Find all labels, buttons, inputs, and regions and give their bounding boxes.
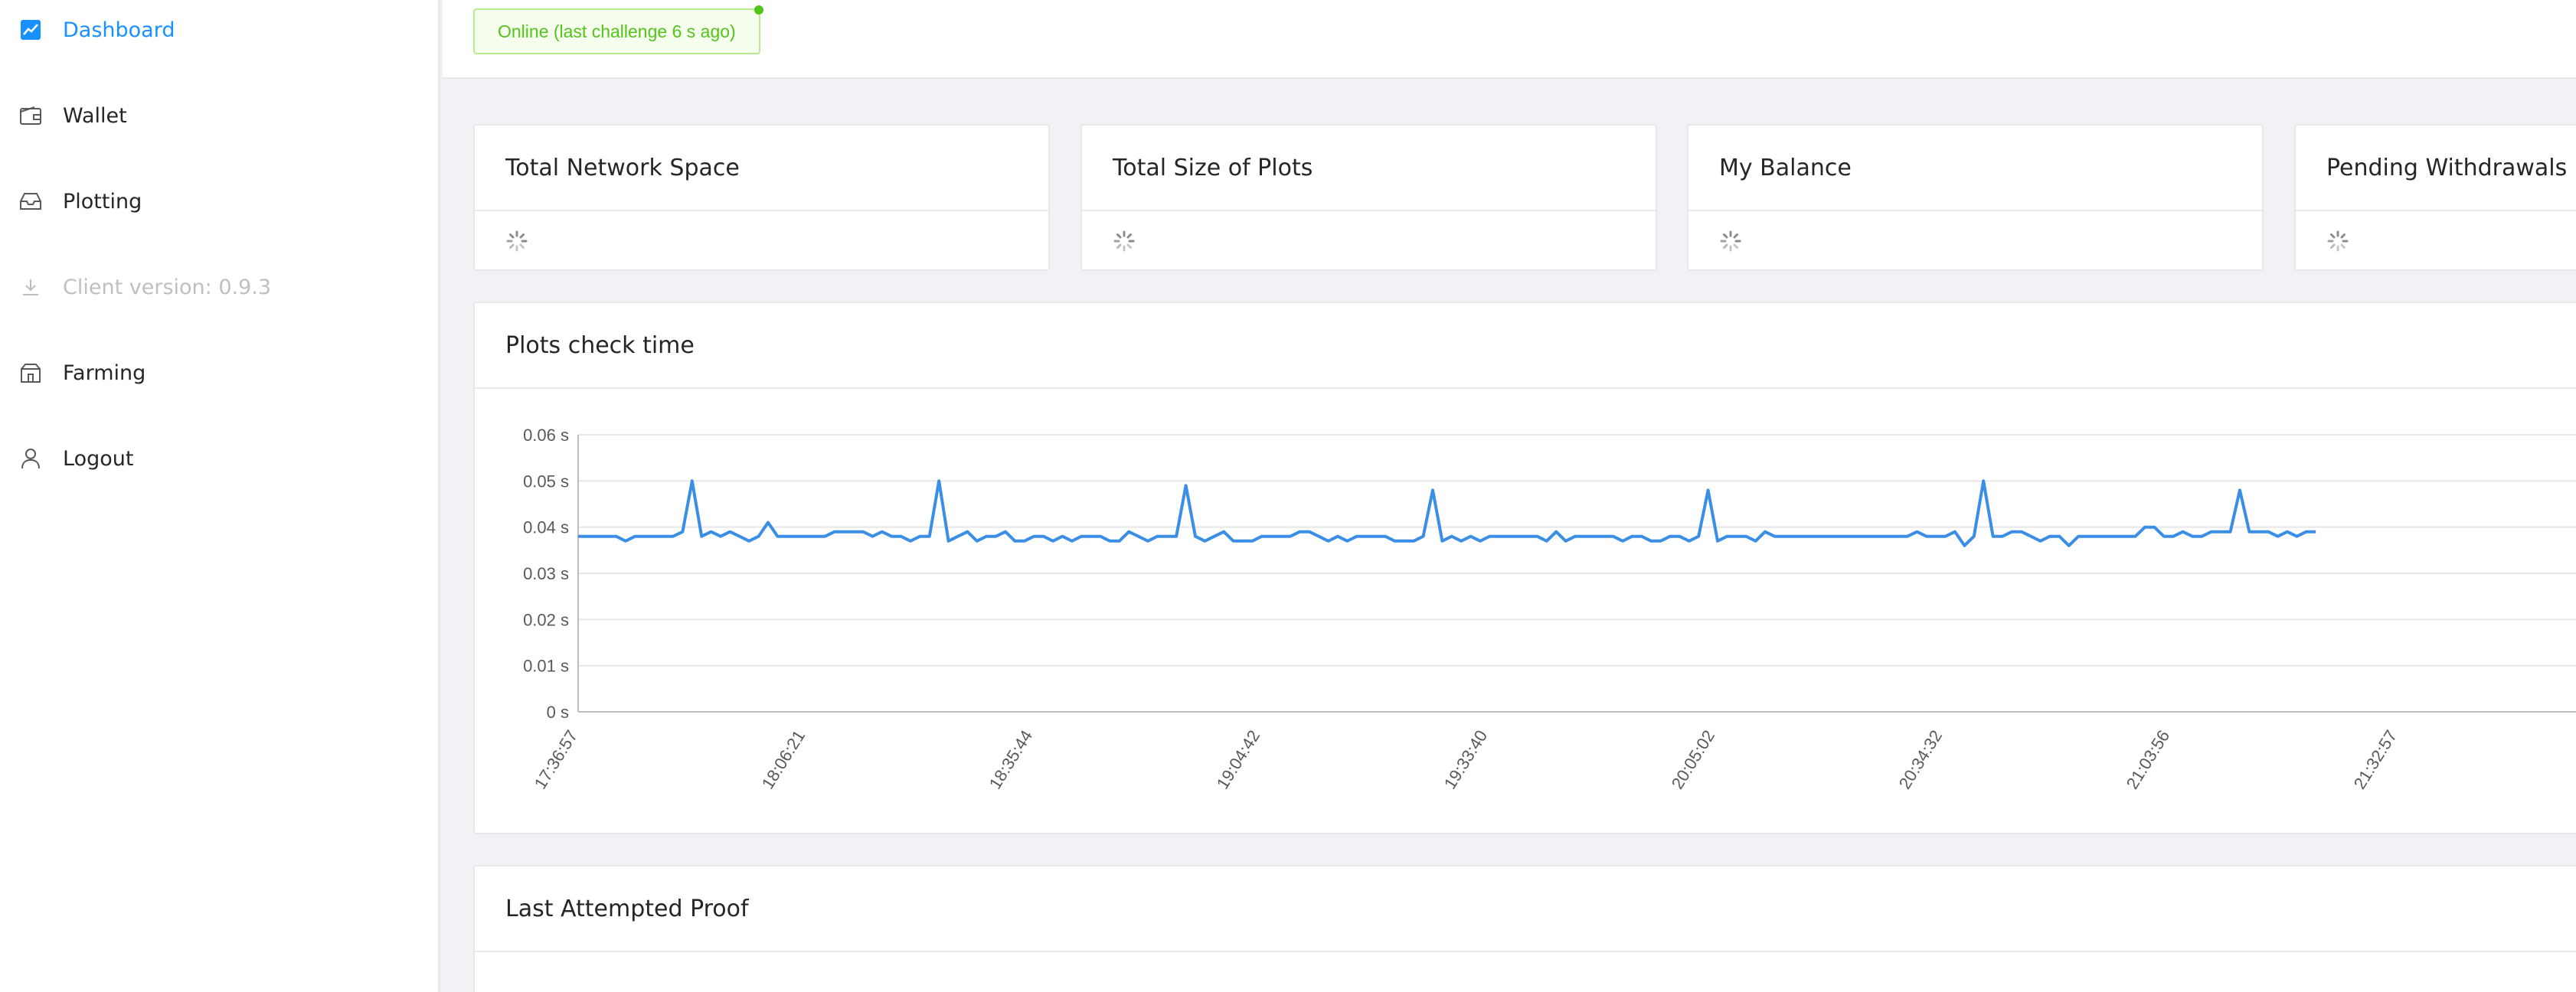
sidebar-item-label: Farming: [63, 361, 146, 385]
user-icon: [17, 445, 44, 472]
wallet-icon: [17, 102, 44, 129]
sidebar-item-label: Dashboard: [63, 18, 175, 42]
loading-spinner-icon: [2327, 230, 2349, 252]
x-tick-label: 21:32:57: [2350, 726, 2401, 792]
card-title: Total Size of Plots: [1082, 126, 1656, 211]
sidebar-item-label: Wallet: [63, 103, 127, 128]
plotting-icon: [17, 188, 44, 215]
x-tick-label: 18:06:21: [758, 726, 809, 792]
stat-card-balance: My Balance: [1687, 124, 2264, 271]
x-tick-label: 19:04:42: [1213, 726, 1264, 792]
loading-spinner-icon: [506, 230, 528, 252]
card-title: Total Network Space: [475, 126, 1048, 211]
card-title: My Balance: [1688, 126, 2262, 211]
y-tick-label: 0.06 s: [523, 426, 569, 445]
sidebar-item-label: Plotting: [63, 189, 142, 214]
x-tick-label: 21:03:56: [2123, 726, 2174, 792]
farming-icon: [17, 359, 44, 387]
stat-card-pending-withdrawals: Pending Withdrawals: [2294, 124, 2576, 271]
loading-spinner-icon: [1720, 230, 1741, 252]
plots-check-time-chart: 0.06 s 0.05 s 0.04 s 0.03 s 0.02 s 0.01 s 0 s 1…: [523, 426, 2576, 792]
y-tick-label: 0.04 s: [523, 518, 569, 537]
stat-card-network-space: Total Network Space: [473, 124, 1050, 271]
x-tick-label: 20:34:32: [1895, 726, 1947, 792]
x-tick-label: 20:05:02: [1668, 726, 1719, 792]
chart-area: 0.06 s 0.05 s 0.04 s 0.03 s 0.02 s 0.01 s 0 s 1…: [475, 389, 2576, 833]
sidebar-item-client-version: Client version: 0.9.3: [0, 259, 438, 315]
y-tick-label: 0.03 s: [523, 564, 569, 583]
y-tick-label: 0 s: [547, 703, 569, 722]
card-title: Last Attempted Proof: [475, 866, 2576, 952]
loading-spinner-icon: [1113, 230, 1135, 252]
y-tick-label: 0.05 s: [523, 472, 569, 491]
y-tick-label: 0.02 s: [523, 610, 569, 629]
last-attempted-proof-card: Last Attempted Proof: [473, 865, 2576, 992]
status-text: Online (last challenge 6 s ago): [498, 21, 736, 41]
header-bar: Online (last challenge 6 s ago): [443, 0, 2576, 79]
x-tick-label: 17:36:57: [531, 726, 582, 792]
plots-check-time-card: Plots check time 0.06 s 0.05 s 0.04 s 0.03 …: [473, 302, 2576, 834]
y-tick-label: 0.01 s: [523, 657, 569, 676]
card-title: Pending Withdrawals: [2296, 126, 2576, 211]
download-icon: [17, 273, 44, 301]
status-dot: [754, 5, 763, 15]
stat-card-plots-size: Total Size of Plots: [1080, 124, 1657, 271]
dashboard-icon: [17, 16, 44, 44]
series-line: [578, 479, 2316, 547]
sidebar-item-logout[interactable]: Logout: [0, 431, 438, 486]
sidebar-item-plotting[interactable]: Plotting: [0, 174, 438, 229]
sidebar: Dashboard Wallet Plotting: [0, 0, 440, 992]
sidebar-item-wallet[interactable]: Wallet: [0, 88, 438, 143]
sidebar-item-label: Logout: [63, 446, 134, 471]
status-badge: Online (last challenge 6 s ago): [473, 5, 763, 54]
x-tick-label: 18:35:44: [986, 726, 1037, 792]
main-content: Online (last challenge 6 s ago) Total Ne…: [443, 0, 2576, 992]
sidebar-item-dashboard[interactable]: Dashboard: [0, 2, 438, 57]
x-tick-label: 19:33:40: [1440, 726, 1492, 792]
sidebar-item-farming[interactable]: Farming: [0, 345, 438, 400]
card-title: Plots check time: [475, 303, 2576, 389]
sidebar-item-label: Client version: 0.9.3: [63, 275, 272, 299]
